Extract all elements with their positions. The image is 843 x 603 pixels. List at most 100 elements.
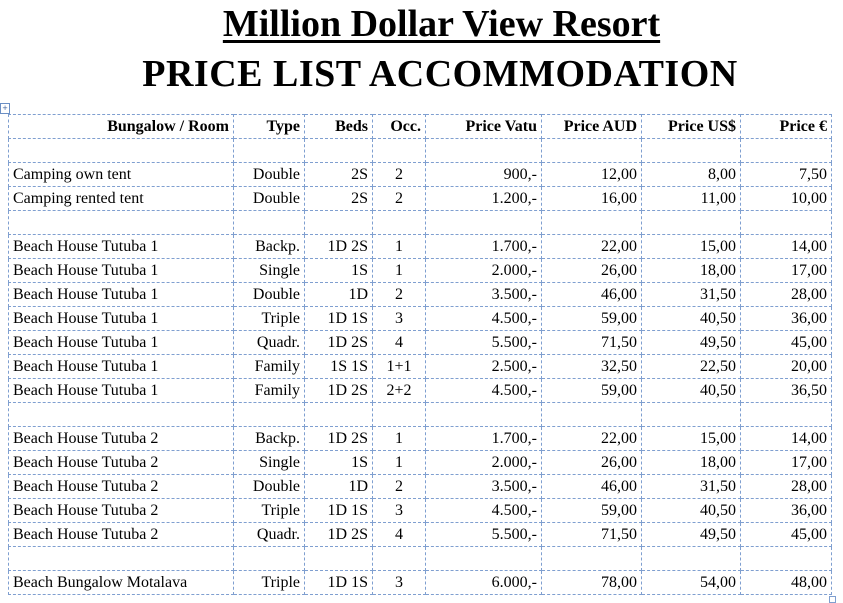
cell-price-eur: 17,00 — [740, 450, 832, 475]
cell-occupancy: 2 — [372, 474, 426, 499]
cell-price-aud: 59,00 — [541, 498, 642, 523]
cell-beds: 1S — [304, 258, 373, 283]
col-header-price-usd: Price US$ — [641, 114, 741, 139]
cell-type: Single — [233, 450, 305, 475]
cell-price-aud: 16,00 — [541, 186, 642, 211]
cell-price-vatu: 6.000,- — [425, 570, 542, 595]
cell-price-aud: 46,00 — [541, 474, 642, 499]
cell-type: Family — [233, 354, 305, 379]
cell-beds: 1D 2S — [304, 234, 373, 259]
cell-beds: 1D 2S — [304, 378, 373, 403]
empty-cell — [541, 210, 642, 235]
cell-price-vatu: 2.000,- — [425, 258, 542, 283]
empty-cell — [641, 138, 741, 163]
cell-price-usd: 49,50 — [641, 330, 741, 355]
cell-price-eur: 7,50 — [740, 162, 832, 187]
table-move-handle-icon[interactable]: + — [0, 103, 10, 114]
cell-price-eur: 10,00 — [740, 186, 832, 211]
table-row: Beach House Tutuba 2 Single 1S 1 2.000,- 26,0… — [8, 450, 832, 475]
cell-price-aud: 12,00 — [541, 162, 642, 187]
cell-bungalow: Beach House Tutuba 1 — [8, 258, 234, 283]
cell-type: Quadr. — [233, 330, 305, 355]
empty-cell — [372, 138, 426, 163]
cell-beds: 2S — [304, 186, 373, 211]
cell-occupancy: 1 — [372, 426, 426, 451]
empty-cell — [372, 402, 426, 427]
cell-price-usd: 18,00 — [641, 258, 741, 283]
cell-price-aud: 22,00 — [541, 234, 642, 259]
cell-price-usd: 22,50 — [641, 354, 741, 379]
cell-type: Backp. — [233, 234, 305, 259]
cell-type: Double — [233, 162, 305, 187]
cell-occupancy: 2 — [372, 186, 426, 211]
empty-cell — [641, 546, 741, 571]
cell-occupancy: 1 — [372, 258, 426, 283]
spacer-row — [8, 210, 832, 235]
empty-cell — [8, 402, 234, 427]
spacer-row — [8, 138, 832, 163]
empty-cell — [425, 210, 542, 235]
cell-bungalow: Camping rented tent — [8, 186, 234, 211]
spacer-row — [8, 546, 832, 571]
empty-cell — [425, 546, 542, 571]
empty-cell — [740, 210, 832, 235]
cell-occupancy: 4 — [372, 330, 426, 355]
empty-cell — [641, 210, 741, 235]
table-row: Beach House Tutuba 2 Double 1D 2 3.500,- 46,0… — [8, 474, 832, 499]
cell-price-aud: 22,00 — [541, 426, 642, 451]
cell-occupancy: 2 — [372, 282, 426, 307]
cell-price-vatu: 3.500,- — [425, 474, 542, 499]
resort-title: Million Dollar View Resort — [222, 3, 661, 45]
cell-price-usd: 40,50 — [641, 378, 741, 403]
cell-beds: 1D 1S — [304, 498, 373, 523]
cell-price-eur: 48,00 — [740, 570, 832, 595]
header-row: Bungalow / Room Type Beds Occ. Price Vat… — [8, 114, 832, 139]
cell-price-vatu: 1.200,- — [425, 186, 542, 211]
cell-price-aud: 26,00 — [541, 450, 642, 475]
cell-beds: 1S 1S — [304, 354, 373, 379]
cell-type: Family — [233, 378, 305, 403]
empty-cell — [372, 546, 426, 571]
cell-occupancy: 4 — [372, 522, 426, 547]
cell-beds: 1D 1S — [304, 570, 373, 595]
cell-type: Double — [233, 474, 305, 499]
table-resize-handle[interactable] — [829, 596, 836, 603]
empty-cell — [740, 402, 832, 427]
cell-price-vatu: 3.500,- — [425, 282, 542, 307]
empty-cell — [304, 210, 373, 235]
price-list-heading: PRICE LIST ACCOMMODATION — [142, 53, 738, 95]
cell-price-vatu: 4.500,- — [425, 378, 542, 403]
cell-price-usd: 54,00 — [641, 570, 741, 595]
cell-price-usd: 18,00 — [641, 450, 741, 475]
table-row: Beach Bungalow Motalava Triple 1D 1S 3 6.000… — [8, 570, 832, 595]
cell-type: Triple — [233, 306, 305, 331]
cell-price-aud: 26,00 — [541, 258, 642, 283]
empty-cell — [541, 546, 642, 571]
cell-price-vatu: 4.500,- — [425, 498, 542, 523]
cell-bungalow: Beach House Tutuba 1 — [8, 234, 234, 259]
cell-price-usd: 31,50 — [641, 282, 741, 307]
table-row: Beach House Tutuba 2 Triple 1D 1S 3 4.500,- 5… — [8, 498, 832, 523]
cell-price-eur: 45,00 — [740, 522, 832, 547]
col-header-beds: Beds — [304, 114, 373, 139]
cell-price-vatu: 5.500,- — [425, 330, 542, 355]
cell-price-vatu: 1.700,- — [425, 426, 542, 451]
empty-cell — [740, 138, 832, 163]
cell-bungalow: Beach House Tutuba 2 — [8, 474, 234, 499]
table-row: Camping own tent Double 2S 2 900,- 12,00 8,00 7… — [8, 162, 832, 187]
empty-cell — [425, 138, 542, 163]
cell-bungalow: Beach House Tutuba 2 — [8, 498, 234, 523]
cell-price-eur: 20,00 — [740, 354, 832, 379]
cell-price-eur: 36,00 — [740, 306, 832, 331]
cell-price-eur: 14,00 — [740, 426, 832, 451]
empty-cell — [8, 210, 234, 235]
cell-bungalow: Beach House Tutuba 1 — [8, 282, 234, 307]
col-header-occupancy: Occ. — [372, 114, 426, 139]
cell-price-aud: 71,50 — [541, 330, 642, 355]
cell-price-eur: 14,00 — [740, 234, 832, 259]
empty-cell — [372, 210, 426, 235]
price-table-body: Camping own tent Double 2S 2 900,- 12,00 8,00 7… — [8, 138, 832, 595]
cell-price-eur: 36,00 — [740, 498, 832, 523]
cell-occupancy: 1 — [372, 450, 426, 475]
cell-bungalow: Beach House Tutuba 2 — [8, 450, 234, 475]
